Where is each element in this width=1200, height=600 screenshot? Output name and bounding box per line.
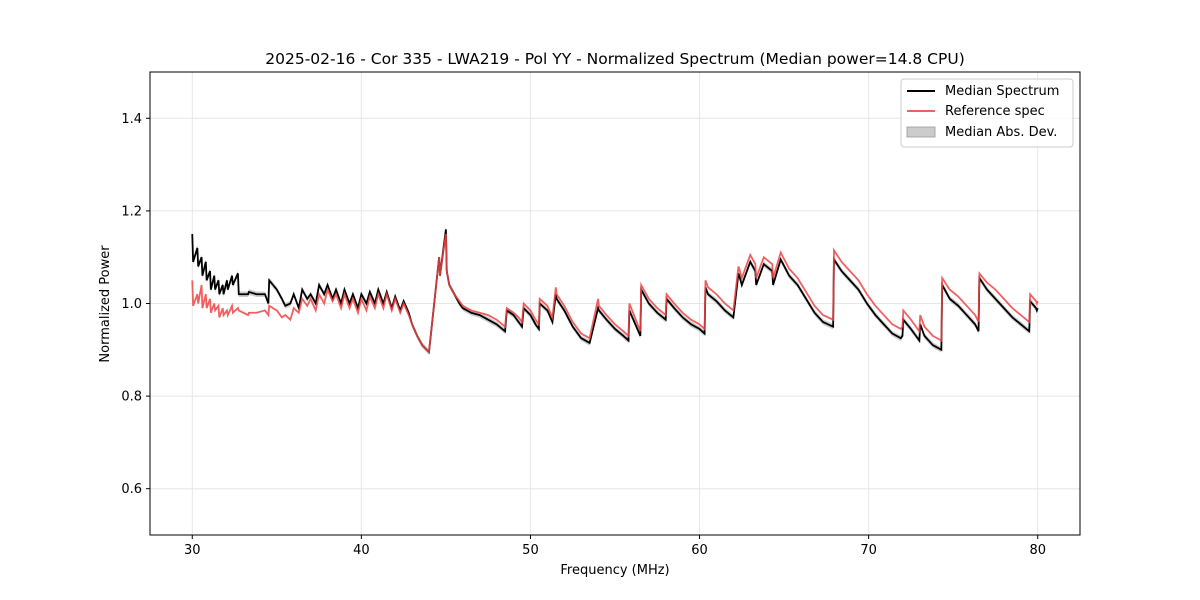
y-axis-ticks: 0.6 0.8 1.0 1.2 1.4	[121, 112, 150, 497]
chart-title: 2025-02-16 - Cor 335 - LWA219 - Pol YY -…	[265, 50, 965, 68]
x-axis-ticks: 30 40 50 60 70 80	[184, 535, 1046, 558]
x-axis-label: Frequency (MHz)	[560, 563, 669, 578]
x-tick-label: 50	[522, 543, 539, 558]
x-tick-label: 30	[184, 543, 201, 558]
x-tick-label: 40	[353, 543, 370, 558]
legend-mad-swatch	[906, 126, 936, 138]
y-tick-label: 1.2	[121, 204, 142, 219]
legend-median-label: Median Spectrum	[945, 84, 1059, 99]
legend-reference-label: Reference spec	[945, 104, 1045, 119]
legend: Median Spectrum Reference spec Median Ab…	[900, 78, 1074, 148]
y-tick-label: 0.8	[121, 390, 142, 405]
legend-mad-label: Median Abs. Dev.	[945, 125, 1057, 140]
reference-spectrum-line	[191, 233, 1039, 355]
y-tick-label: 1.4	[121, 112, 142, 127]
x-tick-label: 70	[860, 543, 877, 558]
y-tick-label: 0.6	[121, 482, 142, 497]
series-lines	[191, 229, 1039, 355]
y-axis-label: Normalized Power	[98, 245, 113, 363]
x-tick-label: 60	[691, 543, 708, 558]
y-tick-label: 1.0	[121, 297, 142, 312]
x-tick-label: 80	[1029, 543, 1046, 558]
legend-frame	[900, 78, 1074, 148]
median-spectrum-line	[191, 229, 1039, 355]
